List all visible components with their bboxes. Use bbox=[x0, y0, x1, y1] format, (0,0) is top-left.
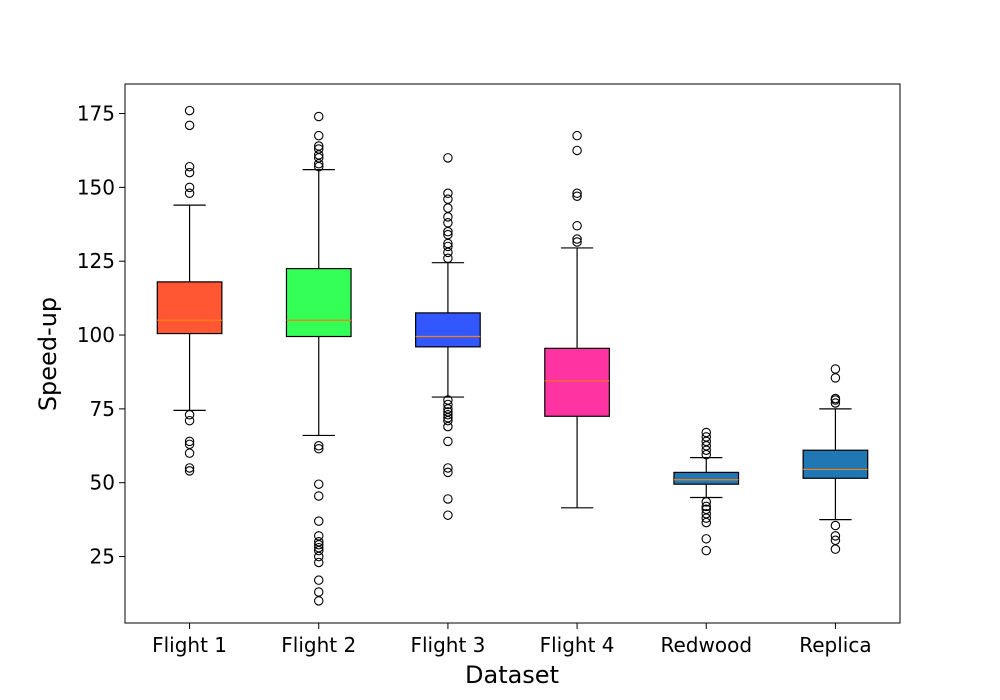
outlier-point bbox=[184, 167, 195, 178]
y-tick-label: 50 bbox=[90, 471, 115, 495]
x-tick-label: Flight 2 bbox=[281, 633, 356, 657]
outlier-point bbox=[184, 161, 195, 172]
outlier-point bbox=[313, 531, 324, 541]
outlier-point bbox=[184, 410, 195, 420]
outlier-point bbox=[572, 191, 582, 201]
outlier-point bbox=[184, 466, 195, 476]
y-tick-label: 75 bbox=[90, 397, 115, 421]
outlier-point bbox=[443, 463, 453, 473]
outlier-point bbox=[701, 427, 711, 438]
outlier-point bbox=[443, 494, 453, 504]
outlier-point bbox=[184, 463, 195, 473]
y-tick-label: 100 bbox=[77, 323, 115, 347]
outlier-point bbox=[572, 188, 582, 199]
outlier-point bbox=[313, 516, 324, 526]
outlier-point bbox=[184, 182, 195, 193]
iqr-box bbox=[415, 312, 481, 348]
outlier-point bbox=[313, 111, 324, 122]
outlier-point bbox=[443, 241, 453, 252]
y-tick-label: 175 bbox=[77, 102, 115, 126]
x-tick-label: Flight 4 bbox=[540, 633, 615, 657]
iqr-box bbox=[156, 281, 223, 335]
outlier-point bbox=[313, 542, 324, 553]
iqr-box bbox=[802, 449, 869, 479]
x-tick-label: Replica bbox=[799, 633, 871, 657]
outlier-point bbox=[443, 399, 453, 410]
outlier-point bbox=[701, 504, 711, 515]
outlier-point bbox=[313, 441, 324, 451]
outlier-point bbox=[184, 120, 195, 131]
outlier-point bbox=[443, 410, 453, 420]
outlier-point bbox=[443, 407, 453, 417]
iqr-box bbox=[285, 267, 352, 338]
outlier-point bbox=[443, 229, 453, 240]
y-axis-title: Speed-up bbox=[34, 297, 62, 411]
iqr-box bbox=[673, 471, 740, 485]
outlier-point bbox=[184, 105, 195, 116]
outlier-point bbox=[443, 253, 453, 264]
outlier-point bbox=[443, 218, 453, 228]
outlier-point bbox=[443, 467, 453, 478]
outlier-point bbox=[830, 520, 841, 531]
outlier-point bbox=[443, 436, 453, 447]
plot-frame bbox=[124, 83, 901, 624]
outlier-point bbox=[184, 436, 195, 447]
x-axis: Flight 1 Flight 2 Flight 3 Flight 4 Redwood R… bbox=[152, 623, 872, 657]
outlier-point bbox=[313, 479, 324, 489]
outlier-point bbox=[572, 145, 582, 156]
outlier-point bbox=[572, 237, 582, 247]
outlier-point bbox=[830, 364, 841, 374]
x-tick-label: Flight 3 bbox=[410, 633, 485, 657]
outlier-point bbox=[830, 393, 841, 404]
outlier-point bbox=[830, 398, 841, 408]
box-group bbox=[673, 427, 740, 556]
outlier-point bbox=[313, 443, 324, 454]
outlier-point bbox=[313, 491, 324, 501]
outlier-point bbox=[443, 510, 453, 520]
iqr-box bbox=[544, 347, 610, 417]
outlier-point bbox=[313, 557, 324, 568]
box-group bbox=[544, 130, 610, 509]
outlier-point bbox=[443, 395, 453, 405]
box-group bbox=[802, 364, 869, 554]
y-tick-label: 25 bbox=[90, 545, 115, 569]
outlier-point bbox=[572, 221, 582, 231]
y-tick-label: 150 bbox=[77, 175, 115, 199]
outlier-point bbox=[701, 432, 711, 442]
outlier-point bbox=[184, 439, 195, 450]
outlier-point bbox=[184, 188, 195, 199]
x-tick-label: Redwood bbox=[660, 633, 752, 657]
plot-layer bbox=[156, 105, 869, 606]
outlier-point bbox=[313, 130, 324, 141]
y-tick-label: 125 bbox=[77, 249, 115, 273]
outlier-point bbox=[701, 497, 711, 507]
box-group bbox=[156, 105, 223, 476]
outlier-point bbox=[572, 234, 582, 244]
outlier-point bbox=[443, 188, 453, 199]
outlier-point bbox=[830, 531, 841, 541]
box-group bbox=[415, 153, 481, 520]
outlier-point bbox=[313, 575, 324, 585]
x-tick-label: Flight 1 bbox=[152, 633, 227, 657]
outlier-point bbox=[443, 194, 453, 204]
outlier-point bbox=[184, 415, 195, 426]
outlier-point bbox=[701, 534, 711, 544]
outlier-point bbox=[701, 508, 711, 519]
outlier-point bbox=[313, 144, 324, 154]
outlier-point bbox=[701, 501, 711, 512]
outlier-point bbox=[443, 153, 453, 163]
x-axis-title: Dataset bbox=[465, 661, 559, 689]
outlier-point bbox=[830, 535, 841, 546]
outlier-point bbox=[313, 141, 324, 151]
box-group bbox=[285, 111, 352, 606]
outlier-point bbox=[701, 545, 711, 556]
outlier-point bbox=[313, 587, 324, 597]
y-axis: 25 50 75 100 125 150 175 bbox=[77, 102, 125, 569]
outlier-point bbox=[572, 130, 582, 141]
outlier-point bbox=[313, 537, 324, 547]
